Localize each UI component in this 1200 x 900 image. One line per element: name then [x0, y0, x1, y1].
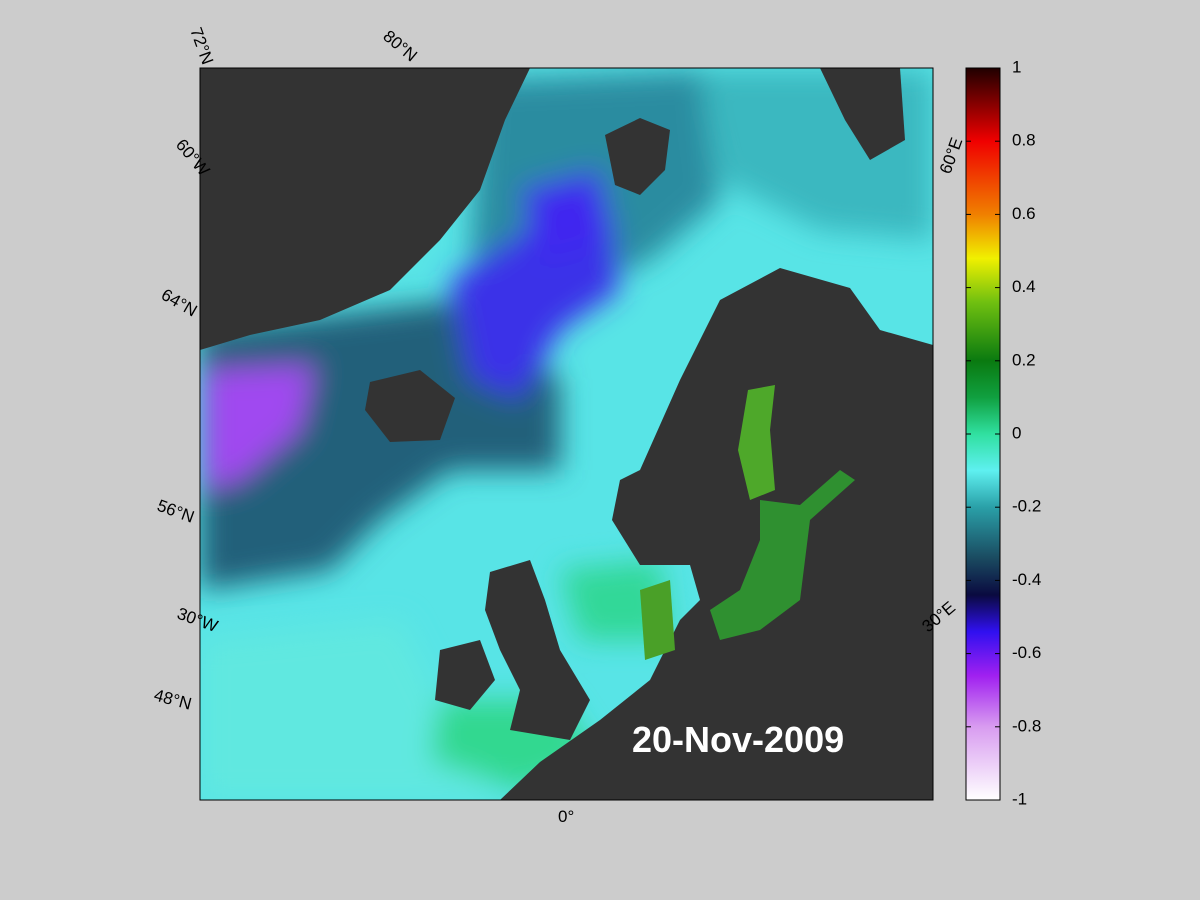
land [200, 68, 933, 800]
colorbar-tick-label: 0.2 [1012, 350, 1036, 369]
lon-label: 0° [558, 807, 574, 826]
lat-label: 56°N [155, 496, 197, 527]
colorbar-tick-label: -0.2 [1012, 497, 1041, 516]
colorbar-tick-label: 0.8 [1012, 131, 1036, 150]
date-label: 20-Nov-2009 [632, 719, 844, 760]
colorbar-tick-label: -1 [1012, 789, 1027, 808]
map-frame [199, 67, 934, 801]
colorbar-tick-label: 0.4 [1012, 277, 1036, 296]
lat-label: 72°N [186, 25, 217, 67]
map-area [200, 68, 933, 800]
lat-label: 80°N [379, 27, 420, 66]
lat-label: 48°N [152, 686, 194, 714]
lat-label: 64°N [158, 285, 200, 320]
colorbar-tick-label: 0 [1012, 423, 1021, 442]
colorbar [965, 67, 1001, 801]
lon-label: 60°E [936, 135, 967, 176]
colorbar-tick-label: -0.8 [1012, 716, 1041, 735]
baltic-sea [640, 385, 855, 660]
colorbar-tick-label: 0.6 [1012, 204, 1036, 223]
colorbar-tick-label: -0.6 [1012, 643, 1041, 662]
colorbar-tick-label: 1 [1012, 57, 1021, 76]
colorbar-tick-label: -0.4 [1012, 570, 1041, 589]
